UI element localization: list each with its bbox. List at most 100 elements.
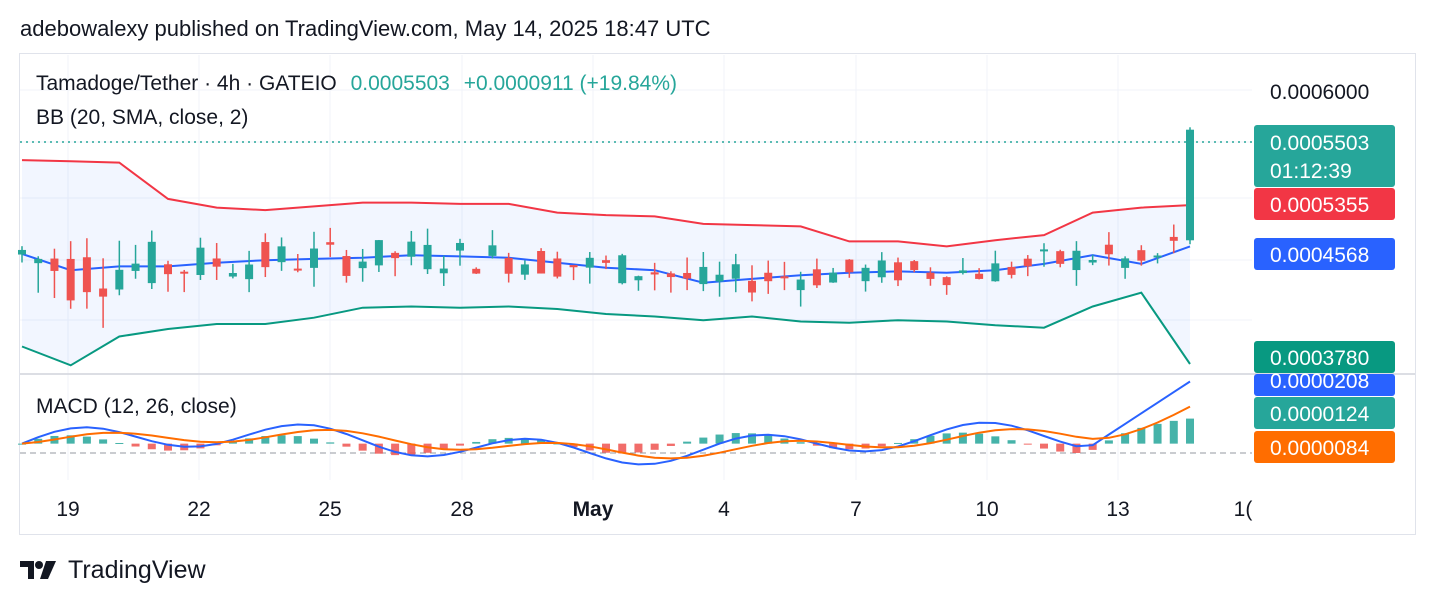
macd-histogram-bar — [115, 442, 124, 444]
candle-body — [715, 274, 724, 282]
candle-body — [650, 272, 659, 275]
macd-histogram-bar — [1137, 427, 1146, 444]
macd-histogram-bar — [942, 433, 951, 444]
macd-histogram-bar — [699, 437, 708, 444]
candle-body — [942, 277, 951, 286]
candle-body — [602, 260, 610, 263]
candle-body — [991, 263, 1000, 282]
candle-body — [1023, 258, 1032, 267]
macd-histogram-bar — [812, 443, 821, 446]
bb-legend[interactable]: BB (20, SMA, close, 2) — [36, 106, 249, 129]
macd-histogram-bar — [1007, 440, 1016, 444]
candle-body — [456, 242, 464, 251]
x-tick: 10 — [975, 498, 998, 521]
macd-histogram-bar — [1169, 420, 1178, 444]
macd-histogram-bar — [602, 443, 610, 453]
candle-body — [391, 252, 400, 259]
candle-body — [342, 256, 351, 276]
macd-histogram-bar — [147, 443, 156, 450]
candle-body — [293, 268, 302, 271]
axis-label-top: 0.0006000 — [1270, 81, 1369, 104]
candle-body — [1072, 250, 1081, 271]
candle-body — [1186, 129, 1194, 241]
candle-body — [228, 272, 237, 277]
macd-histogram-bar — [877, 443, 886, 447]
x-tick: 28 — [450, 498, 473, 521]
macd-legend[interactable]: MACD (12, 26, close) — [36, 395, 237, 418]
x-tick: 22 — [187, 498, 210, 521]
bb-upper-badge — [1254, 188, 1395, 220]
candle-body — [1137, 250, 1146, 261]
macd-histogram-bar — [634, 443, 643, 453]
macd-histogram-bar — [1072, 443, 1081, 453]
macd-histogram-bar — [310, 438, 318, 444]
candle-body — [407, 241, 416, 257]
candle-body — [796, 279, 805, 291]
candle-body — [812, 269, 821, 286]
symbol-title[interactable]: Tamadoge/Tether · 4h · GATEIO — [36, 72, 337, 95]
macd-histogram-bar — [715, 434, 724, 444]
candle-body — [147, 241, 156, 284]
macd-histogram-bar — [829, 443, 838, 449]
legend-change: +0.0000911 (+19.84%) — [463, 72, 677, 95]
bb-lower-band — [21, 291, 1191, 367]
candle-body — [845, 259, 854, 273]
candle-body — [958, 270, 967, 274]
macd-histogram-bar — [975, 433, 984, 444]
candle-body — [180, 271, 189, 274]
candle-body — [585, 257, 594, 268]
macd-histogram-bar — [99, 439, 108, 444]
tradingview-footer[interactable]: TradingView — [20, 556, 206, 585]
candle-body — [537, 250, 546, 274]
candle-body — [764, 272, 773, 282]
macd-histogram-bar — [277, 435, 286, 444]
macd-histogram-bar — [456, 443, 464, 446]
candle-body — [520, 264, 529, 275]
candle-body — [731, 264, 740, 279]
bb-upper-value: 0.0005355 — [1270, 194, 1369, 217]
candle-body — [894, 262, 902, 281]
candle-body — [748, 280, 756, 293]
candle-body — [50, 258, 59, 271]
candle-body — [569, 265, 578, 268]
macd-histogram-bar — [358, 443, 367, 451]
tradingview-logo-icon — [20, 560, 56, 579]
x-tick: 4 — [718, 498, 730, 521]
macd-histogram-bar — [407, 443, 416, 455]
macd-histogram-bar — [488, 439, 497, 444]
candle-body — [82, 257, 91, 293]
macd-histogram-bar — [894, 442, 902, 444]
candle-body — [34, 258, 43, 264]
candle-body — [1153, 255, 1162, 258]
candles — [18, 127, 1194, 328]
candle-body — [504, 257, 513, 274]
bb-basis-value: 0.0004568 — [1270, 244, 1369, 267]
candle-body — [553, 258, 562, 277]
candle-body — [472, 268, 481, 274]
macd-histogram-bar — [666, 443, 675, 446]
candle-body — [1007, 266, 1016, 275]
candle-body — [326, 242, 335, 245]
chart-frame[interactable] — [19, 53, 1416, 535]
macd-histogram-bar — [164, 443, 172, 451]
bb-lower-badge — [1254, 341, 1395, 373]
macd-hist-badge — [1254, 397, 1395, 429]
macd-histogram-bar — [228, 441, 237, 444]
candle-body — [66, 258, 75, 301]
x-tick: 7 — [850, 498, 862, 521]
x-tick: 13 — [1106, 498, 1129, 521]
macd-histogram-bar — [472, 441, 481, 444]
candle-body — [975, 273, 984, 279]
candle-body — [829, 272, 838, 283]
candle-body — [1056, 251, 1065, 264]
macd-histogram-bar — [764, 435, 773, 444]
candle-body — [1104, 244, 1113, 255]
candle-body — [196, 247, 205, 275]
macd-histogram-bar — [1088, 443, 1097, 450]
candle-body — [926, 272, 935, 279]
macd-histogram-bar — [342, 443, 351, 447]
macd-histogram-bar — [439, 443, 448, 450]
macd-histogram-bar — [748, 433, 756, 444]
macd-signal-value: 0.0000084 — [1270, 437, 1370, 460]
